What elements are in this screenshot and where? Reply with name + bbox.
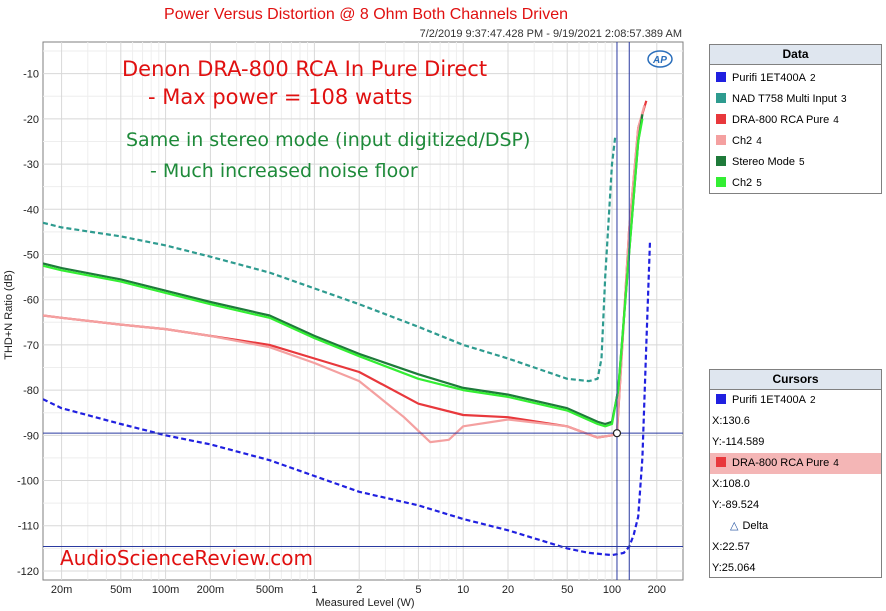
y-tick-label: -20 <box>23 114 39 126</box>
cursor-1-y: Y:-114.589 <box>712 436 765 448</box>
x-tick-label: 200 <box>648 584 666 596</box>
cursor-1-x: X:130.6 <box>712 415 750 427</box>
legend-item[interactable]: NAD T758 Multi Input 3 <box>710 89 881 110</box>
y-tick-label: -10 <box>23 69 39 81</box>
x-tick-label: 50 <box>561 584 573 596</box>
cursor-2-num: 4 <box>833 458 839 469</box>
legend-swatch <box>716 156 726 166</box>
y-tick-label: -80 <box>23 385 39 397</box>
cursor-2-row[interactable]: DRA-800 RCA Pure 4 <box>710 453 881 474</box>
x-tick-label: 2 <box>356 584 362 596</box>
legend-num: 5 <box>756 178 762 189</box>
plot-frame <box>42 41 684 581</box>
legend-item[interactable]: DRA-800 RCA Pure 4 <box>710 110 881 131</box>
y-tick-label: -90 <box>23 430 39 442</box>
annotation-line-2: - Max power = 108 watts <box>148 85 412 109</box>
x-tick-label: 10 <box>457 584 469 596</box>
legend-label: Stereo Mode <box>732 156 795 168</box>
legend-item[interactable]: Stereo Mode 5 <box>710 152 881 173</box>
x-tick-label: 20 <box>502 584 514 596</box>
delta-label: Delta <box>742 520 769 532</box>
legend-swatch <box>716 114 726 124</box>
legend-item[interactable]: Ch2 4 <box>710 131 881 152</box>
y-tick-label: -30 <box>23 159 39 171</box>
cursor-2-y: Y:-89.524 <box>712 499 760 511</box>
legend-swatch <box>716 135 726 145</box>
cursor-1-swatch <box>716 394 726 404</box>
data-legend-panel: Data Purifi 1ET400A 2 NAD T758 Multi Input… <box>709 44 882 194</box>
ap-logo-text: AP <box>652 55 667 66</box>
annotation-line-3: Same in stereo mode (input digitized/DSP… <box>126 129 530 151</box>
legend-label: NAD T758 Multi Input <box>732 93 837 105</box>
cursors-panel: Cursors Purifi 1ET400A 2 X:130.6 Y:-114.5… <box>709 369 882 578</box>
cursor-1-num: 2 <box>809 395 816 406</box>
legend-label: DRA-800 RCA Pure <box>732 114 830 126</box>
y-axis-label: THD+N Ratio (dB) <box>3 270 15 360</box>
delta-y: Y:25.064 <box>712 562 756 574</box>
y-tick-label: -100 <box>17 476 39 488</box>
y-tick-label: -50 <box>23 249 39 261</box>
legend-swatch <box>716 72 726 82</box>
delta-icon: △ <box>730 520 739 532</box>
legend-num: 5 <box>798 157 805 168</box>
delta-x: X:22.57 <box>712 541 750 553</box>
series-line-4 <box>43 105 646 444</box>
legend-num: 4 <box>833 115 839 126</box>
chart-title: Power Versus Distortion @ 8 Ohm Both Cha… <box>164 6 568 23</box>
ap-logo: AP <box>647 50 673 68</box>
data-panel-title: Data <box>710 45 881 65</box>
annotation-line-1: Denon DRA-800 RCA In Pure Direct <box>122 57 487 81</box>
y-tick-label: -110 <box>18 521 39 533</box>
series-line-1 <box>43 240 652 557</box>
timestamp: 7/2/2019 9:37:47.428 PM - 9/19/2021 2:08… <box>420 28 682 40</box>
x-tick-label: 100 <box>603 584 621 596</box>
y-tick-label: -70 <box>23 340 39 352</box>
cursor-marker <box>612 429 622 438</box>
legend-label: Ch2 <box>732 177 753 189</box>
x-tick-label: 50m <box>110 584 131 596</box>
cursor-2-label: DRA-800 RCA Pure <box>732 457 830 469</box>
legend-num: 4 <box>756 136 762 147</box>
legend-swatch <box>716 93 726 103</box>
cursor-1-label: Purifi 1ET400A <box>732 394 806 406</box>
series-line-6 <box>43 118 644 428</box>
annotation-line-4: - Much increased noise floor <box>150 160 418 182</box>
x-tick-label: 100m <box>152 584 180 596</box>
cursor-2-swatch <box>716 457 726 467</box>
legend-num: 2 <box>809 73 816 84</box>
legend-label: Ch2 <box>732 135 753 147</box>
legend-swatch <box>716 177 726 187</box>
x-tick-label: 20m <box>51 584 72 596</box>
x-axis-label: Measured Level (W) <box>315 597 414 609</box>
legend-label: Purifi 1ET400A <box>732 72 806 84</box>
delta-row: △ Delta <box>710 516 881 537</box>
legend-item[interactable]: Ch2 5 <box>710 173 881 194</box>
y-tick-label: -60 <box>23 295 39 307</box>
x-tick-label: 5 <box>415 584 421 596</box>
x-tick-label: 200m <box>197 584 225 596</box>
watermark: AudioScienceReview.com <box>60 546 313 570</box>
legend-item[interactable]: Purifi 1ET400A 2 <box>710 68 881 89</box>
y-tick-label: -120 <box>17 566 39 578</box>
x-tick-label: 500m <box>256 584 284 596</box>
cursor-1-row[interactable]: Purifi 1ET400A 2 <box>710 390 881 411</box>
cursor-2-x: X:108.0 <box>712 478 750 490</box>
y-tick-label: -40 <box>23 204 39 216</box>
legend-num: 3 <box>840 94 847 105</box>
x-tick-label: 1 <box>311 584 317 596</box>
cursors-panel-title: Cursors <box>710 370 881 390</box>
